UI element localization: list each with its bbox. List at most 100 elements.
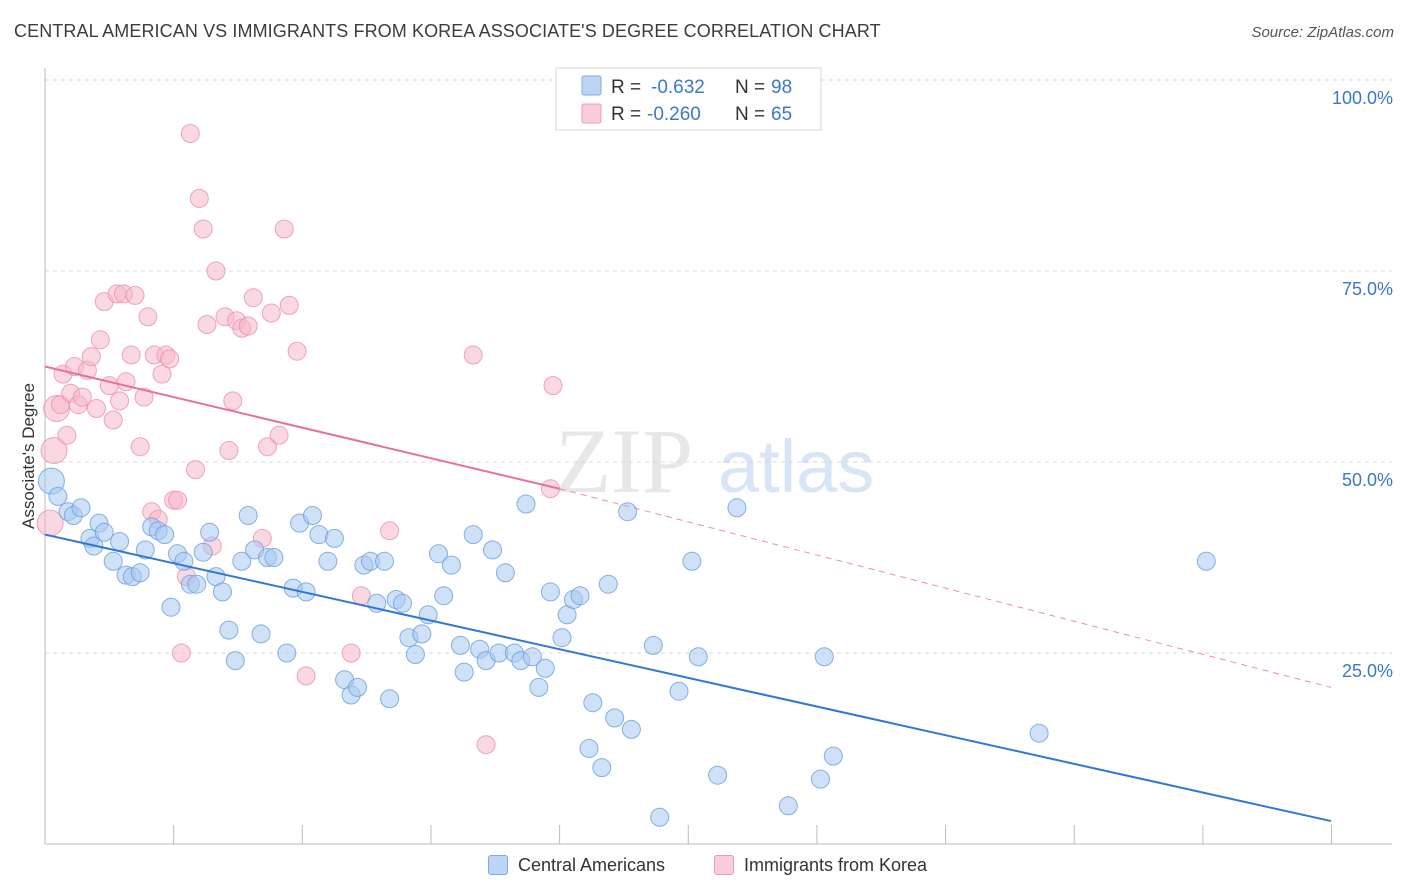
point-immigrants-from-korea [269,425,289,445]
point-central-americans [598,574,618,594]
point-immigrants-from-korea [180,124,200,143]
y-tick-labels: 25.0% 50.0% 75.0% 100.0% [1332,88,1393,681]
y-axis-label: Associate's Degree [19,383,38,529]
point-immigrants-from-korea [219,441,239,460]
point-immigrants-from-korea [86,399,106,418]
point-immigrants-from-korea [476,735,496,755]
y-tick-label: 75.0% [1342,279,1393,299]
legend-swatch-pink [581,103,602,124]
point-central-americans [650,807,670,827]
point-central-americans [688,647,708,667]
point-immigrants-from-korea [223,391,243,411]
trend-extension-immigrants-from-korea [559,488,1332,688]
point-immigrants-from-korea [543,376,563,396]
watermark: ZIP atlas [555,410,874,512]
point-central-americans [232,551,252,571]
watermark-atlas: atlas [718,425,874,508]
point-central-americans [187,574,207,594]
point-central-americans [552,628,572,648]
trend-line-immigrants-from-korea [44,365,560,490]
point-immigrants-from-korea [57,425,77,445]
y-tick-label: 50.0% [1342,470,1393,490]
legend-item-immigrants-from-korea[interactable]: Immigrants from Korea [714,850,927,880]
point-central-americans [225,651,245,671]
point-central-americans [219,620,239,640]
point-central-americans [193,542,213,562]
point-central-americans [540,582,560,602]
point-central-americans [277,643,297,663]
point-immigrants-from-korea [81,347,101,367]
point-central-americans [155,525,175,545]
point-central-americans [605,708,625,728]
point-immigrants-from-korea [186,460,205,480]
point-central-americans [318,551,338,571]
point-immigrants-from-korea [152,364,172,384]
point-central-americans [348,677,367,697]
point-immigrants-from-korea [463,345,483,365]
point-central-americans [135,540,155,560]
point-immigrants-from-korea [296,666,316,686]
legend-item-central-americans[interactable]: Central Americans [488,850,665,880]
point-immigrants-from-korea [193,219,213,239]
point-central-americans [412,624,432,644]
point-immigrants-from-korea [380,521,400,541]
point-immigrants-from-korea [189,188,209,208]
point-central-americans [727,498,747,518]
point-immigrants-from-korea [197,315,217,334]
point-immigrants-from-korea [72,387,92,407]
point-central-americans [823,746,843,766]
point-immigrants-from-korea [103,410,123,430]
legend-n-value-2: 65 [771,104,792,125]
trend-line-central-americans [44,533,1332,823]
point-central-americans [393,593,412,613]
data-points [36,124,1216,827]
legend-swatch-blue [581,75,602,96]
point-central-americans [200,522,220,542]
point-central-americans [522,647,542,667]
point-immigrants-from-korea [341,643,361,663]
point-immigrants-from-korea [279,295,299,315]
point-immigrants-from-korea [130,437,150,457]
point-central-americans [441,555,461,575]
point-central-americans [454,662,474,682]
legend-n-label-1: N = [735,77,765,98]
chart-title: CENTRAL AMERICAN VS IMMIGRANTS FROM KORE… [14,21,881,41]
point-immigrants-from-korea [258,437,277,457]
point-central-americans [251,624,271,644]
point-central-americans [380,689,400,709]
y-tick-label: 25.0% [1342,661,1393,681]
point-central-americans [583,693,603,713]
point-immigrants-from-korea [110,391,130,411]
point-immigrants-from-korea [206,261,226,281]
point-central-americans [535,658,555,678]
legend-r-label-1: R = [611,77,641,98]
point-immigrants-from-korea [171,643,191,663]
legend-label-immigrants-from-korea: Immigrants from Korea [744,854,928,875]
point-central-americans [429,544,448,564]
point-central-americans [130,563,150,583]
point-central-americans [161,597,181,617]
source-label: Source: ZipAtlas.com [1251,24,1394,41]
point-central-americans [621,719,641,739]
point-central-americans [213,582,232,602]
trend-lines [44,365,1332,823]
point-central-americans [529,677,549,697]
point-central-americans [643,635,663,655]
point-immigrants-from-korea [274,219,294,239]
watermark-zip: ZIP [555,410,693,512]
point-central-americans [592,758,612,778]
point-central-americans [669,681,689,701]
point-central-americans [463,525,483,545]
legend-bottom: Central Americans Immigrants from Korea [0,850,1406,880]
legend-r-label-2: R = [611,104,641,125]
legend-label-central-americans: Central Americans [518,854,666,875]
legend-r-value-1: -0.632 [651,77,705,98]
point-central-americans [450,635,470,655]
point-central-americans [483,540,502,560]
point-immigrants-from-korea [261,303,281,323]
point-central-americans [375,551,394,571]
point-immigrants-from-korea [243,288,263,308]
legend-swatch-immigrants-from-korea [714,855,734,875]
point-central-americans [570,586,590,606]
y-tick-label: 100.0% [1332,88,1393,108]
